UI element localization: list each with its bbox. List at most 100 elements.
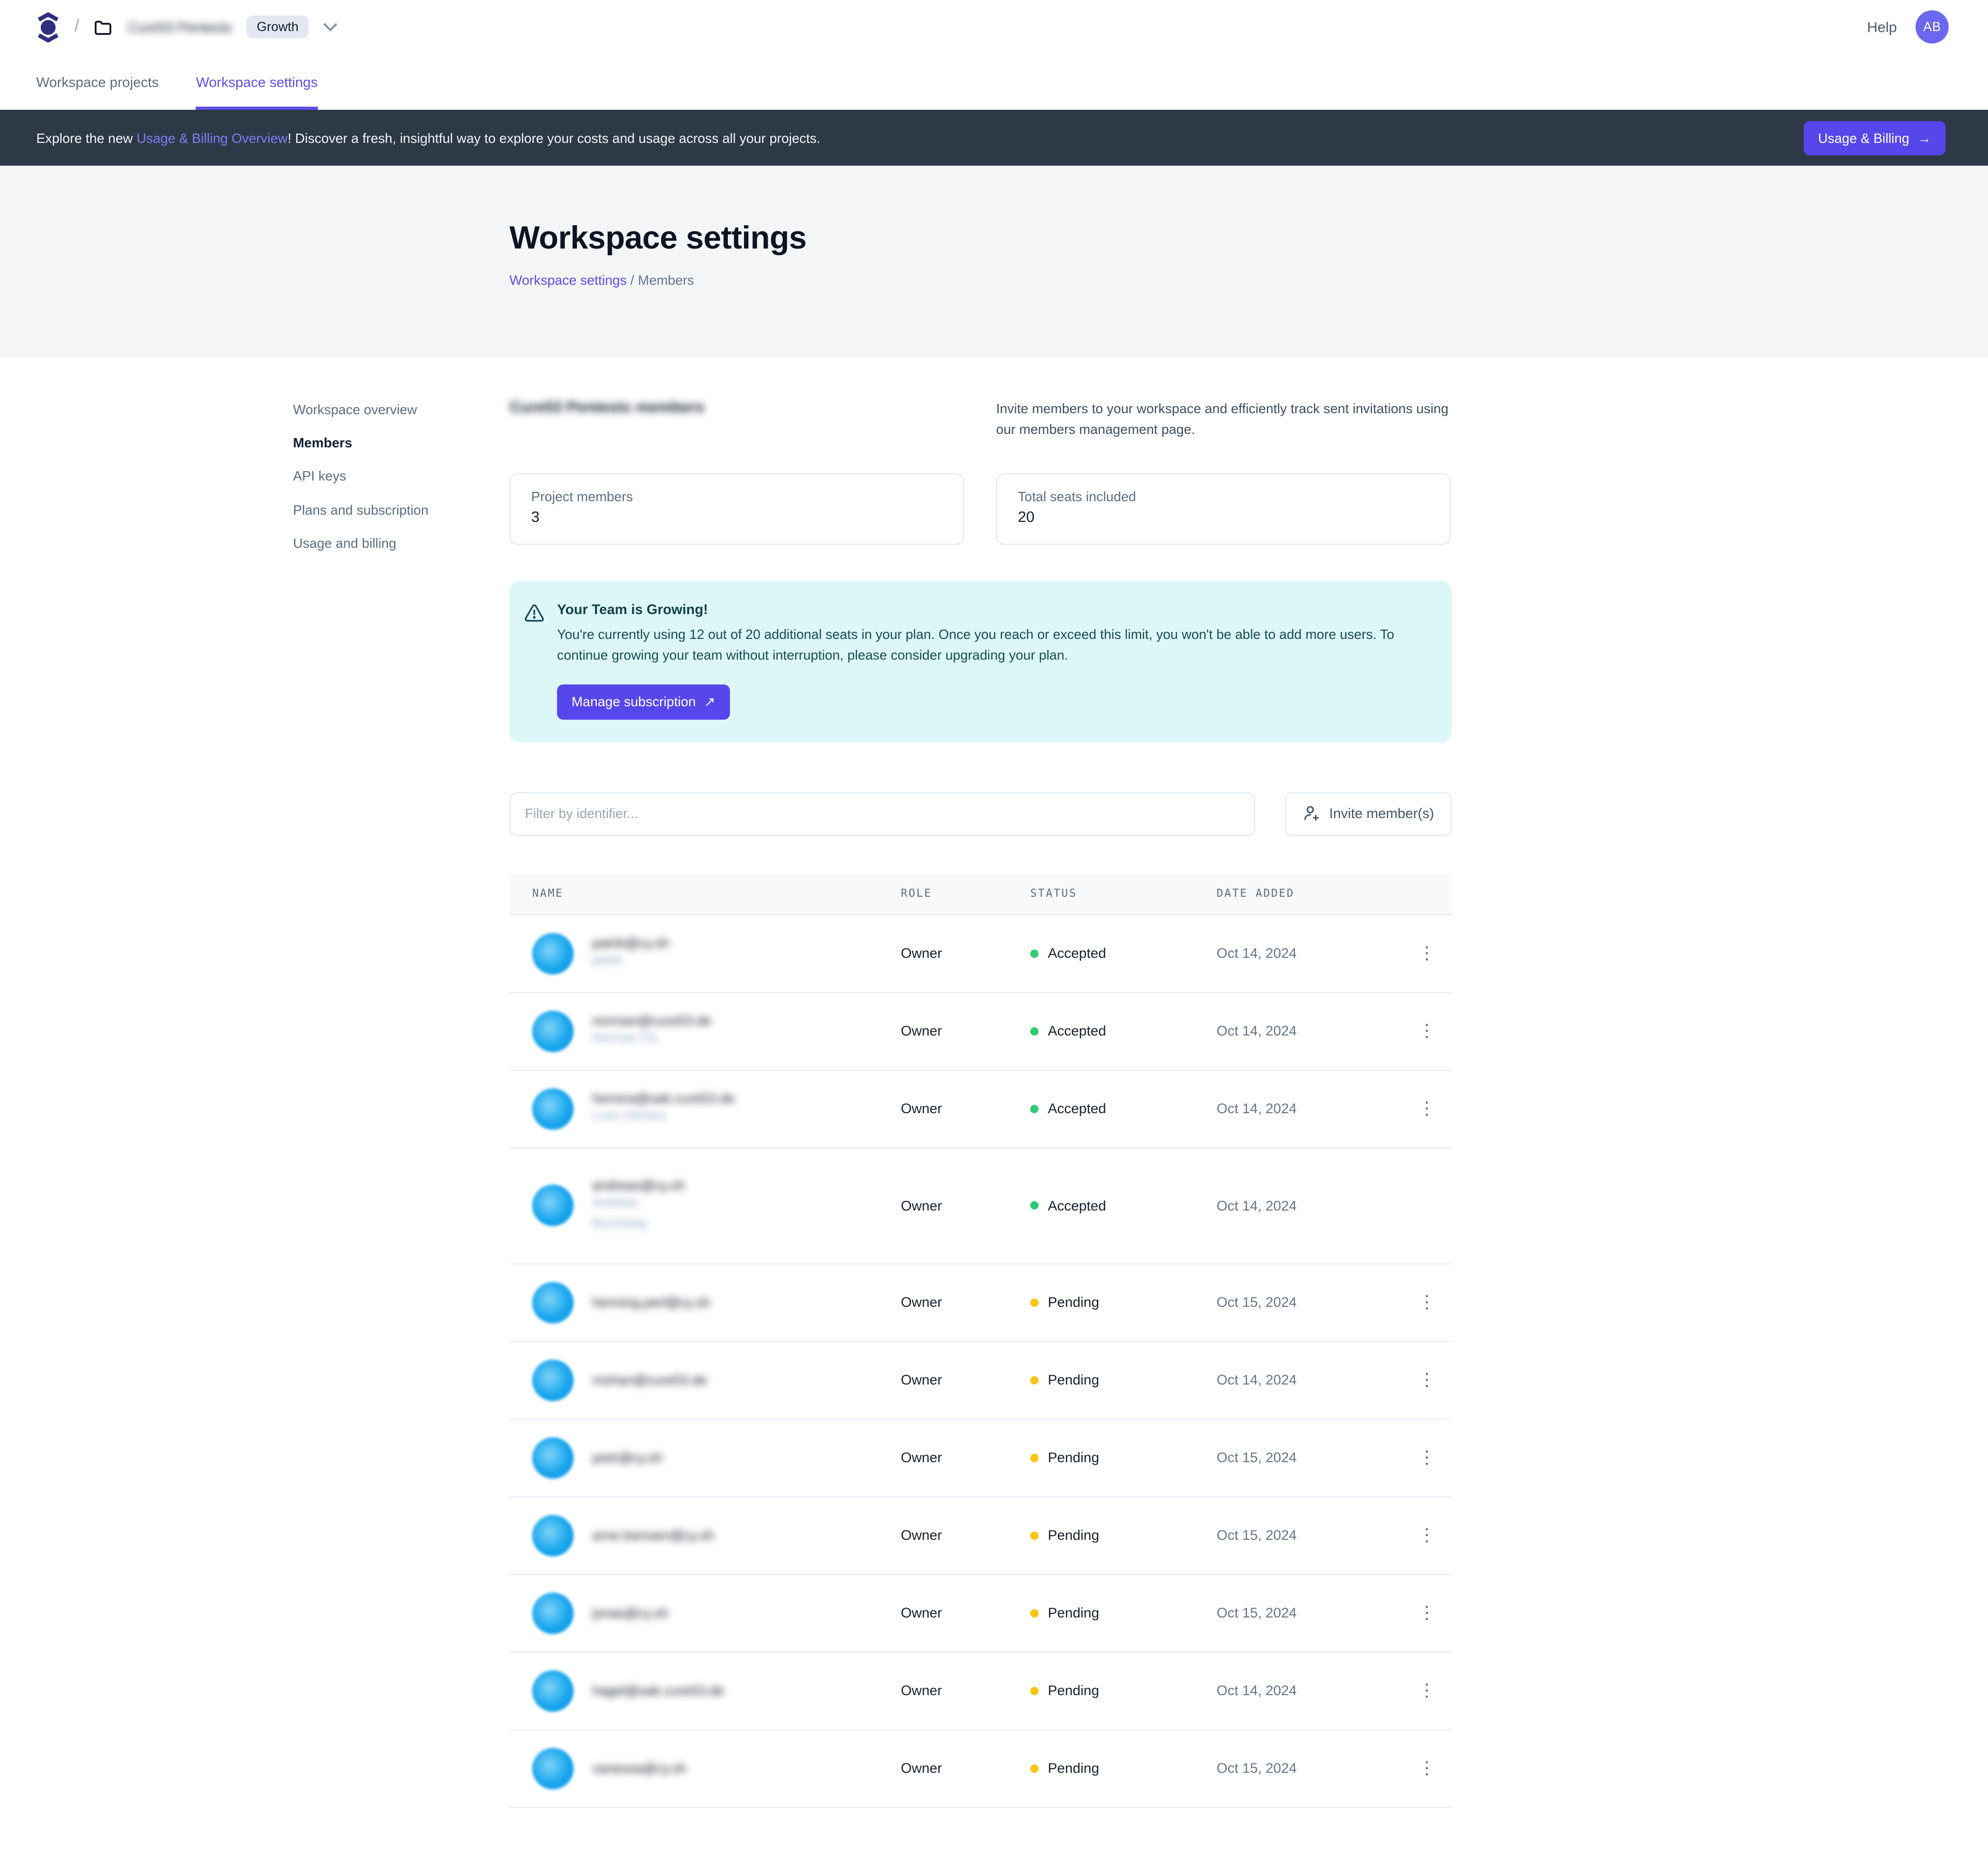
alert-body: You're currently using 12 out of 20 addi… bbox=[557, 626, 1395, 663]
alert-content: Your Team is Growing! You're currently u… bbox=[557, 602, 1431, 720]
member-name-cell: jonas@cy.sh bbox=[509, 1592, 901, 1634]
members-table: NAME ROLE STATUS DATE ADDED patrik@cy.sh pat… bbox=[509, 873, 1452, 1808]
status-label: Accepted bbox=[1048, 945, 1106, 961]
member-email: herrera@oak.cure53.de bbox=[592, 1090, 735, 1106]
sidebar-item-usage-and-billing[interactable]: Usage and billing bbox=[293, 535, 397, 551]
member-date-added: Oct 14, 2024 bbox=[1217, 945, 1297, 961]
help-link[interactable]: Help bbox=[1867, 19, 1897, 35]
status-label: Pending bbox=[1048, 1527, 1100, 1543]
banner-link[interactable]: Usage & Billing Overview bbox=[136, 130, 288, 145]
filter-input[interactable] bbox=[509, 792, 1255, 836]
status-dot-pending bbox=[1030, 1376, 1039, 1384]
member-actions-cell: ⋮ bbox=[1413, 1289, 1459, 1316]
banner-text-suffix: ! Discover a fresh, insightful way to ex… bbox=[287, 130, 821, 145]
top-bar: / Cure53 Pentests Growth Help AB bbox=[0, 0, 1988, 54]
status-dot-pending bbox=[1030, 1609, 1039, 1617]
invite-members-button[interactable]: Invite member(s) bbox=[1284, 792, 1452, 836]
members-main: Cure53 Pentests members Invite members t… bbox=[509, 399, 1452, 1808]
table-row: patrik@cy.sh patrik Owner Accepted Oct 14, 2… bbox=[509, 915, 1452, 993]
kebab-menu-icon[interactable]: ⋮ bbox=[1413, 1444, 1440, 1471]
primary-tabs: Workspace projects Workspace settings bbox=[0, 54, 1988, 110]
plan-badge[interactable]: Growth bbox=[246, 16, 309, 38]
member-role: Owner bbox=[901, 1023, 942, 1039]
member-avatar bbox=[532, 1670, 574, 1712]
member-status: Pending bbox=[1030, 1683, 1217, 1698]
member-role: Owner bbox=[901, 1198, 942, 1214]
member-username: Luan Herrera bbox=[592, 1108, 666, 1123]
member-date-added: Oct 15, 2024 bbox=[1217, 1760, 1297, 1776]
member-email: arne.loensen@cy.sh bbox=[592, 1527, 714, 1543]
table-row: arne.loensen@cy.sh Owner Pending Oct 15, 20… bbox=[509, 1497, 1452, 1575]
kebab-menu-icon[interactable]: ⋮ bbox=[1413, 1366, 1440, 1393]
kebab-menu-icon[interactable]: ⋮ bbox=[1413, 1289, 1440, 1316]
sidebar-item-members[interactable]: Members bbox=[293, 435, 353, 451]
breadcrumb-separator: / bbox=[75, 18, 79, 35]
table-row: norman@cure53.de Norman Cls Owner Accepted O… bbox=[509, 993, 1452, 1071]
member-name-cell: vanessa@cy.sh bbox=[509, 1747, 901, 1789]
tab-workspace-projects[interactable]: Workspace projects bbox=[36, 75, 159, 90]
status-dot-accepted bbox=[1030, 949, 1039, 958]
table-body: patrik@cy.sh patrik Owner Accepted Oct 14, 2… bbox=[509, 915, 1452, 1808]
arrow-right-icon: → bbox=[1918, 130, 1931, 145]
project-members-card: Project members 3 bbox=[509, 473, 964, 545]
table-row: vanessa@cy.sh Owner Pending Oct 15, 2024 ⋮ bbox=[509, 1730, 1452, 1808]
status-dot-accepted bbox=[1030, 1104, 1039, 1113]
kebab-menu-icon[interactable]: ⋮ bbox=[1413, 1095, 1440, 1122]
member-role: Owner bbox=[901, 1760, 942, 1776]
status-dot-pending bbox=[1030, 1686, 1039, 1695]
member-date-added: Oct 15, 2024 bbox=[1217, 1527, 1297, 1543]
manage-subscription-button[interactable]: Manage subscription ↗ bbox=[557, 684, 730, 720]
kebab-menu-icon[interactable]: ⋮ bbox=[1413, 1755, 1440, 1782]
member-role: Owner bbox=[901, 1450, 942, 1466]
member-actions-cell: ⋮ bbox=[1413, 1522, 1459, 1549]
top-bar-actions: Help AB bbox=[1867, 10, 1949, 43]
kebab-menu-icon[interactable]: ⋮ bbox=[1413, 1677, 1440, 1704]
member-date-added: Oct 15, 2024 bbox=[1217, 1450, 1297, 1466]
member-name-cell: piotr@cy.sh bbox=[509, 1437, 901, 1479]
kebab-menu-icon[interactable]: ⋮ bbox=[1413, 1017, 1440, 1044]
sidebar-item-plans-and-subscription[interactable]: Plans and subscription bbox=[293, 502, 429, 518]
usage-billing-button[interactable]: Usage & Billing → bbox=[1803, 121, 1946, 155]
status-label: Pending bbox=[1048, 1294, 1100, 1310]
member-avatar bbox=[532, 1592, 574, 1634]
member-status: Pending bbox=[1030, 1294, 1217, 1310]
tab-workspace-settings[interactable]: Workspace settings bbox=[196, 75, 318, 110]
member-status: Pending bbox=[1030, 1527, 1217, 1543]
kebab-menu-icon[interactable]: ⋮ bbox=[1413, 1599, 1440, 1626]
sidebar-item-workspace-overview[interactable]: Workspace overview bbox=[293, 402, 417, 417]
table-row: herrera@oak.cure53.de Luan Herrera Owner Ac… bbox=[509, 1070, 1452, 1148]
status-label: Accepted bbox=[1048, 1101, 1106, 1117]
workspace-name[interactable]: Cure53 Pentests bbox=[127, 19, 232, 35]
member-role: Owner bbox=[901, 1372, 942, 1388]
app-logo-icon[interactable] bbox=[36, 12, 60, 42]
member-actions-cell: ⋮ bbox=[1413, 1444, 1459, 1471]
member-actions-cell: ⋮ bbox=[1413, 1755, 1459, 1782]
status-label: Pending bbox=[1048, 1683, 1100, 1699]
user-avatar[interactable]: AB bbox=[1916, 10, 1949, 43]
member-username: patrik bbox=[592, 953, 623, 968]
member-email: henning.perl@cy.sh bbox=[592, 1294, 711, 1310]
chevron-down-icon[interactable] bbox=[324, 22, 338, 32]
member-date-added: Oct 14, 2024 bbox=[1217, 1372, 1297, 1388]
table-row: piotr@cy.sh Owner Pending Oct 15, 2024 ⋮ bbox=[509, 1419, 1452, 1497]
kebab-menu-icon[interactable]: ⋮ bbox=[1413, 1522, 1440, 1549]
breadcrumb-workspace-settings-link[interactable]: Workspace settings bbox=[509, 272, 627, 288]
kebab-menu-icon[interactable]: ⋮ bbox=[1413, 940, 1440, 967]
column-header-status: STATUS bbox=[1030, 887, 1077, 900]
member-date-added: Oct 14, 2024 bbox=[1217, 1101, 1297, 1117]
member-avatar bbox=[532, 1514, 574, 1556]
sidebar-item-api-keys[interactable]: API keys bbox=[293, 468, 346, 484]
member-status: Pending bbox=[1030, 1372, 1217, 1388]
member-username: Norman Cls bbox=[592, 1030, 658, 1045]
total-seats-label: Total seats included bbox=[1018, 489, 1136, 505]
stats-cards: Project members 3 Total seats included 2… bbox=[509, 473, 1452, 545]
status-label: Pending bbox=[1048, 1605, 1100, 1621]
member-status: Accepted bbox=[1030, 945, 1217, 961]
member-avatar bbox=[532, 932, 574, 974]
member-email: norman@cure53.de bbox=[592, 1013, 712, 1029]
content: Workspace overview Members API keys Plans a… bbox=[0, 357, 1988, 1808]
members-description: Invite members to your workspace and eff… bbox=[996, 401, 1449, 438]
status-label: Pending bbox=[1048, 1372, 1100, 1388]
member-email: jonas@cy.sh bbox=[592, 1605, 669, 1621]
